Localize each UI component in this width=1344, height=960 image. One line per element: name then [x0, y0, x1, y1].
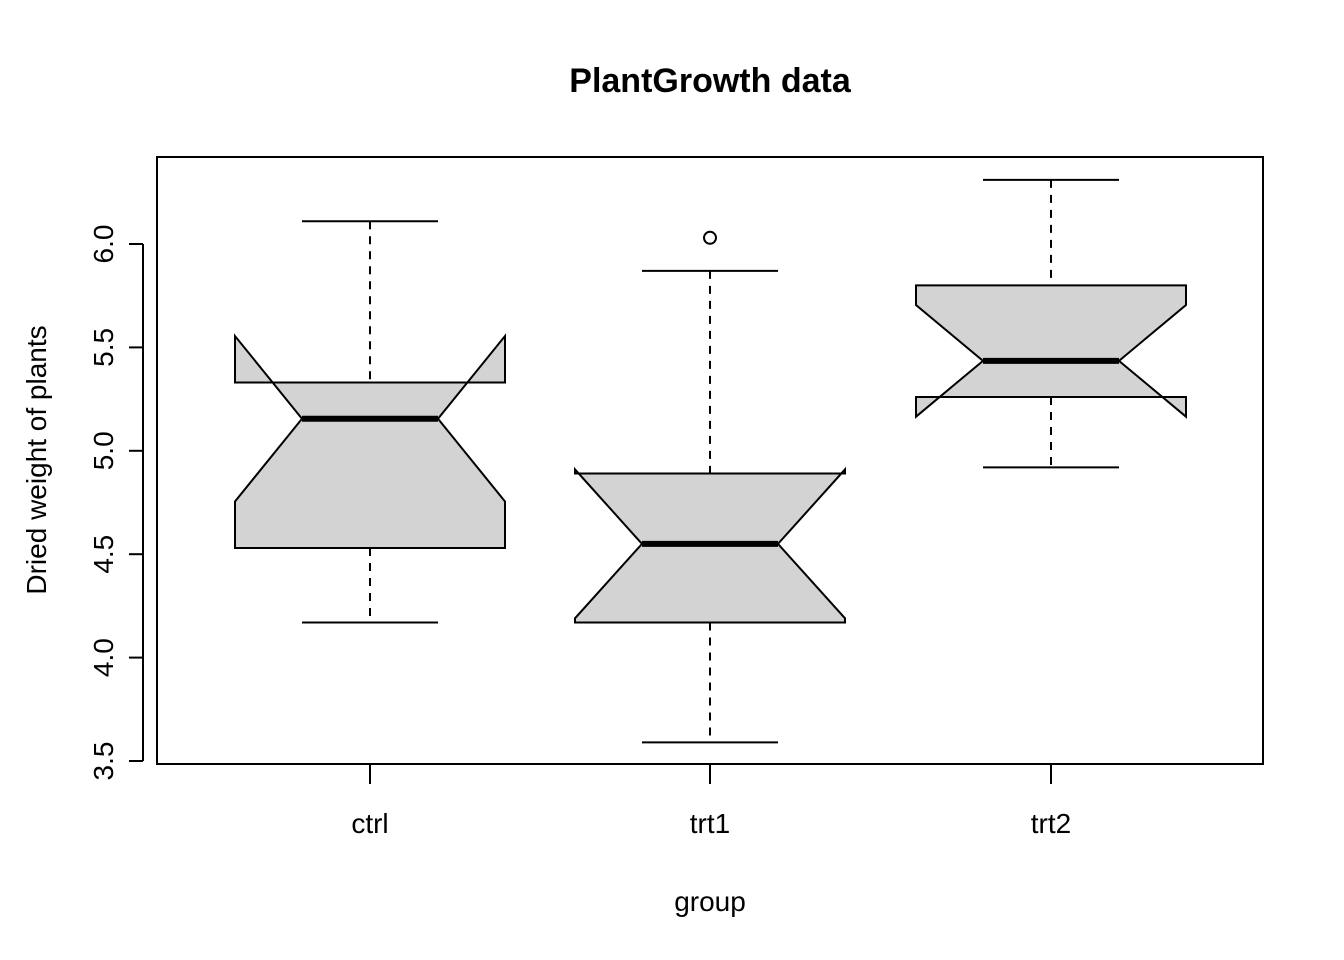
boxes-layer — [234, 178, 1187, 744]
x-tick-label: trt1 — [690, 808, 730, 839]
y-axis: 3.5 4.0 4.5 5.0 5.5 6.0 — [88, 225, 144, 781]
outlier-point — [703, 230, 717, 245]
x-tick-label: ctrl — [351, 808, 388, 839]
y-tick-label: 5.5 — [88, 328, 119, 367]
box-ctrl — [234, 220, 506, 624]
box-trt2 — [915, 178, 1187, 469]
box-trt1 — [574, 230, 846, 744]
y-tick-label: 5.0 — [88, 431, 119, 470]
y-tick-label: 4.5 — [88, 535, 119, 574]
y-tick-label: 3.5 — [88, 742, 119, 781]
y-tick-label: 4.0 — [88, 638, 119, 677]
chart-title: PlantGrowth data — [569, 62, 852, 100]
x-axis-label: group — [674, 886, 746, 917]
x-axis: ctrl trt1 trt2 — [351, 764, 1071, 839]
notched-box — [234, 333, 506, 549]
y-tick-label: 6.0 — [88, 225, 119, 264]
x-tick-label: trt2 — [1031, 808, 1071, 839]
notched-box — [915, 284, 1187, 419]
y-axis-label: Dried weight of plants — [21, 325, 52, 594]
